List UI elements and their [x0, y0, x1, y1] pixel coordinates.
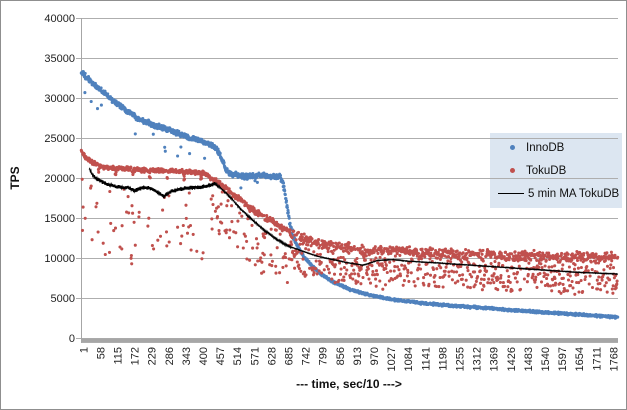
svg-text:970: 970	[369, 347, 381, 365]
svg-text:1: 1	[78, 347, 90, 353]
ma-line-marker-icon	[498, 193, 524, 194]
svg-text:685: 685	[284, 347, 296, 365]
svg-text:913: 913	[352, 347, 364, 365]
svg-text:1084: 1084	[403, 347, 415, 371]
legend-label-ma-tokudb: 5 min MA TokuDB	[528, 187, 620, 200]
svg-text:15000: 15000	[44, 213, 75, 225]
svg-text:35000: 35000	[44, 53, 75, 65]
svg-text:457: 457	[215, 347, 227, 365]
legend: InnoDB TokuDB 5 min MA TokuDB	[490, 133, 622, 208]
tokudb-dot-marker-icon	[510, 168, 515, 173]
svg-text:1597: 1597	[557, 347, 569, 371]
svg-text:0: 0	[69, 333, 75, 345]
svg-text:1768: 1768	[608, 347, 620, 371]
svg-text:799: 799	[318, 347, 330, 365]
legend-label-innodb: InnoDB	[526, 141, 565, 154]
svg-text:10000: 10000	[44, 253, 75, 265]
legend-item-innodb: InnoDB	[498, 142, 620, 154]
svg-text:1483: 1483	[523, 347, 535, 371]
svg-text:286: 286	[164, 347, 176, 365]
svg-text:30000: 30000	[44, 93, 75, 105]
svg-text:343: 343	[181, 347, 193, 365]
svg-text:20000: 20000	[44, 173, 75, 185]
svg-text:1141: 1141	[420, 347, 432, 371]
svg-text:25000: 25000	[44, 133, 75, 145]
svg-text:229: 229	[147, 347, 159, 365]
svg-text:400: 400	[198, 347, 210, 365]
svg-text:40000: 40000	[44, 13, 75, 25]
svg-text:856: 856	[335, 347, 347, 365]
svg-text:1426: 1426	[506, 347, 518, 371]
svg-text:742: 742	[301, 347, 313, 365]
x-axis-title: --- time, sec/10 --->	[296, 377, 402, 391]
svg-text:5000: 5000	[51, 293, 75, 305]
svg-text:514: 514	[232, 347, 244, 365]
legend-item-ma-tokudb: 5 min MA TokuDB	[498, 188, 620, 200]
svg-text:115: 115	[113, 347, 125, 365]
svg-text:1255: 1255	[455, 347, 467, 371]
y-axis-title: TPS	[8, 166, 22, 190]
innodb-dot-marker-icon	[510, 145, 515, 150]
svg-text:1540: 1540	[540, 347, 552, 371]
legend-label-tokudb: TokuDB	[526, 164, 567, 177]
svg-text:1369: 1369	[489, 347, 501, 371]
svg-text:1654: 1654	[574, 347, 586, 371]
svg-text:628: 628	[266, 347, 278, 365]
svg-text:58: 58	[95, 347, 107, 359]
svg-text:1711: 1711	[591, 347, 603, 371]
svg-text:172: 172	[130, 347, 142, 365]
svg-text:1312: 1312	[472, 347, 484, 371]
svg-text:1198: 1198	[437, 347, 449, 371]
legend-item-tokudb: TokuDB	[498, 165, 620, 177]
svg-text:1027: 1027	[386, 347, 398, 371]
svg-text:571: 571	[249, 347, 261, 365]
